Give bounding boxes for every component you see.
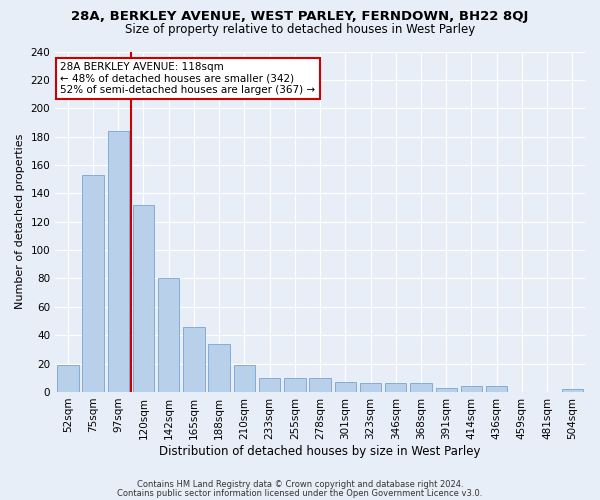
Bar [562, 389, 583, 392]
Text: Contains public sector information licensed under the Open Government Licence v3: Contains public sector information licen… [118, 488, 482, 498]
Bar [259, 378, 280, 392]
Text: 28A, BERKLEY AVENUE, WEST PARLEY, FERNDOWN, BH22 8QJ: 28A, BERKLEY AVENUE, WEST PARLEY, FERNDO… [71, 10, 529, 23]
Bar [410, 384, 432, 392]
Bar [233, 365, 255, 392]
X-axis label: Distribution of detached houses by size in West Parley: Distribution of detached houses by size … [160, 444, 481, 458]
Bar [57, 365, 79, 392]
Bar [461, 386, 482, 392]
Bar [82, 175, 104, 392]
Bar [310, 378, 331, 392]
Y-axis label: Number of detached properties: Number of detached properties [15, 134, 25, 310]
Bar [486, 386, 508, 392]
Bar [183, 326, 205, 392]
Bar [436, 388, 457, 392]
Text: Contains HM Land Registry data © Crown copyright and database right 2024.: Contains HM Land Registry data © Crown c… [137, 480, 463, 489]
Bar [107, 131, 129, 392]
Bar [133, 204, 154, 392]
Bar [158, 278, 179, 392]
Text: Size of property relative to detached houses in West Parley: Size of property relative to detached ho… [125, 22, 475, 36]
Bar [335, 382, 356, 392]
Bar [385, 384, 406, 392]
Bar [208, 344, 230, 392]
Bar [284, 378, 305, 392]
Text: 28A BERKLEY AVENUE: 118sqm
← 48% of detached houses are smaller (342)
52% of sem: 28A BERKLEY AVENUE: 118sqm ← 48% of deta… [61, 62, 316, 95]
Bar [360, 384, 381, 392]
